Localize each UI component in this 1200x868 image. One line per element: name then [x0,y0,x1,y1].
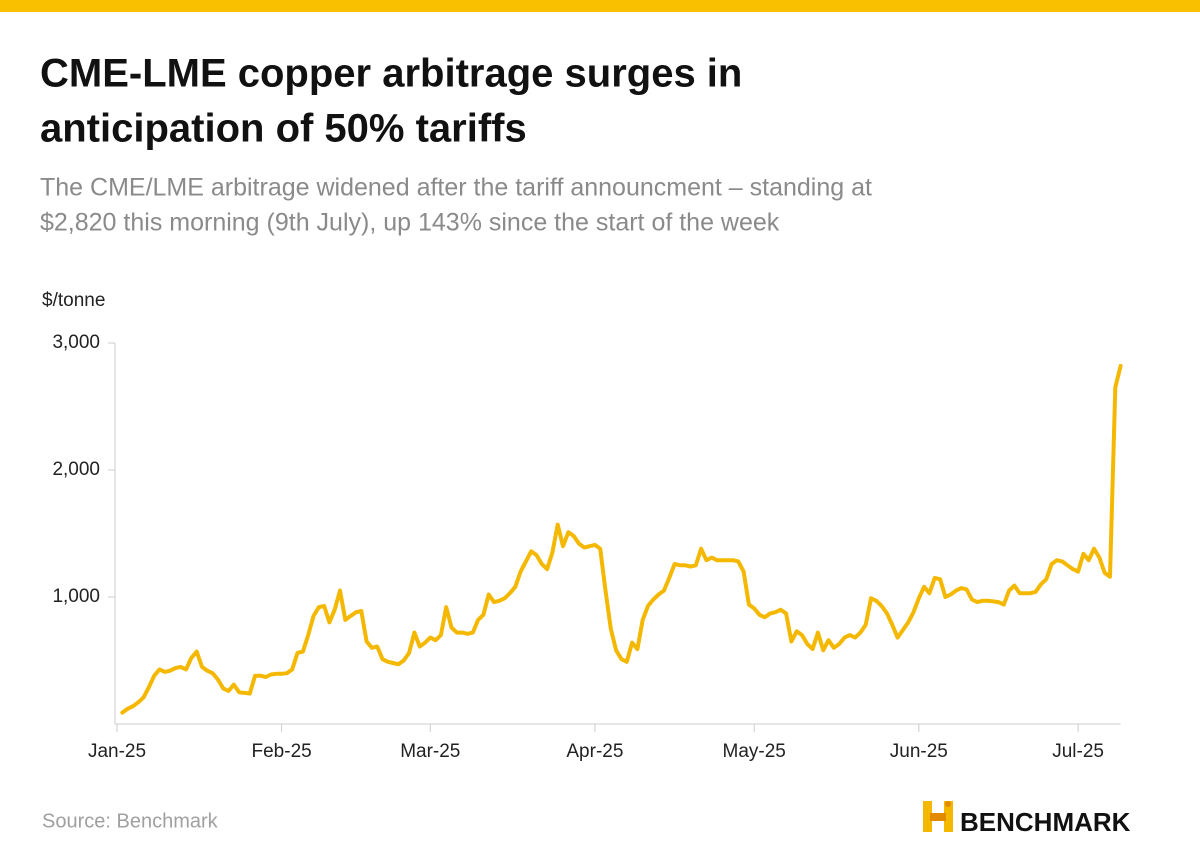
logo-icon [923,801,953,832]
y-axis-label: $/tonne [42,290,105,311]
x-tick-label: Jul-25 [1052,741,1104,762]
x-tick-label: May-25 [723,741,786,762]
subtitle: $2,820 this morning (9th July), up 143% … [40,209,780,237]
x-tick-label: Feb-25 [252,741,312,762]
x-tick-label: Apr-25 [566,741,623,762]
x-tick-label: Jun-25 [890,741,948,762]
line [120,363,1123,715]
y-tick-label: 3,000 [52,332,100,353]
chart-title: anticipation of 50% tariffs [40,107,527,151]
brand: BENCHMARK [960,807,1131,837]
x-tick-label: Jan-25 [88,741,146,762]
top-bar [0,0,1200,12]
y-tick-label: 2,000 [52,459,100,480]
subtitle: The CME/LME arbitrage widened after the … [40,174,872,202]
chart-title: CME-LME copper arbitrage surges in [40,52,742,96]
y-tick-label: 1,000 [52,586,100,607]
x-tick-label: Mar-25 [400,741,460,762]
source: Source: Benchmark [42,810,219,832]
